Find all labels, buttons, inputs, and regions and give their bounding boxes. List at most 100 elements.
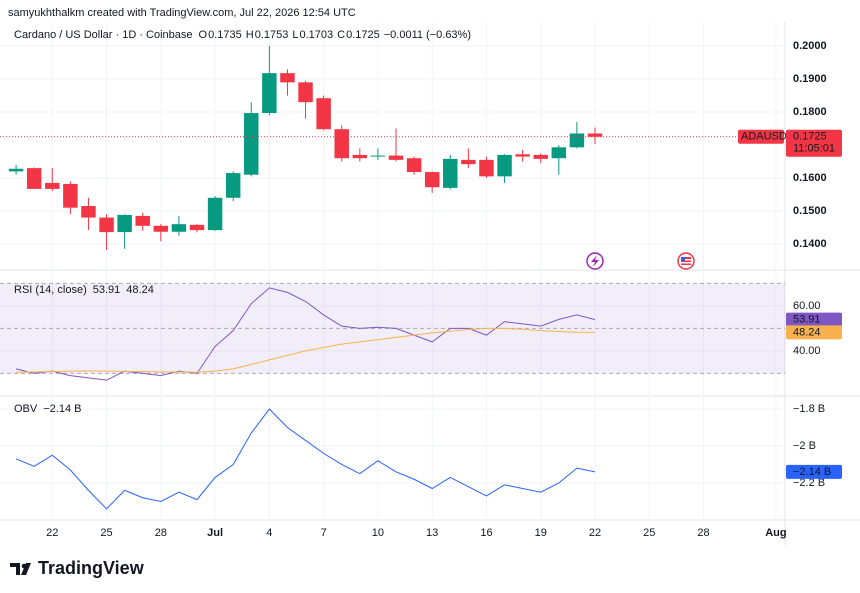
- legend-text: 0.1725: [346, 29, 380, 41]
- candle-body: [443, 158, 458, 188]
- candle-body: [45, 182, 60, 189]
- legend-text: −0.0011 (−0.63%): [384, 29, 471, 41]
- candle-body: [81, 206, 96, 218]
- pane-legend: RSI (14, close): [14, 284, 87, 296]
- x-tick-label: 25: [100, 527, 112, 539]
- y-tick-label: 0.2000: [793, 40, 827, 52]
- y-tick-label: −1.8 B: [793, 403, 825, 415]
- candle-body: [551, 147, 567, 159]
- candle-body: [298, 82, 313, 103]
- candle-body: [424, 172, 440, 188]
- value-tag: 53.91: [793, 314, 821, 326]
- candle-body: [153, 225, 169, 232]
- candle-body: [533, 154, 548, 159]
- candle-body: [461, 159, 476, 165]
- x-tick-label: 22: [46, 527, 58, 539]
- pane-legend: 53.91: [93, 284, 121, 296]
- candle-body: [244, 113, 259, 175]
- x-tick-label: Aug: [765, 527, 786, 539]
- logo-text: TradingView: [38, 558, 145, 578]
- candle-body: [515, 154, 530, 157]
- y-tick-label: 40.00: [793, 345, 821, 357]
- price-tag-symbol: ADAUSD: [741, 131, 787, 143]
- pane-legend: 48.24: [126, 284, 154, 296]
- y-tick-label: 60.00: [793, 300, 821, 312]
- pane-legend: −2.14 B: [43, 403, 81, 415]
- event-icons: [586, 252, 695, 270]
- y-tick-label: 0.1600: [793, 172, 827, 184]
- flag-stripe: [681, 262, 691, 264]
- candle-body: [26, 168, 42, 189]
- x-tick-label: 7: [321, 527, 327, 539]
- logo-dot: [21, 563, 27, 569]
- candle-body: [262, 73, 277, 114]
- plot: [0, 46, 785, 510]
- candle-body: [569, 133, 585, 148]
- x-tick-label: 22: [589, 527, 601, 539]
- legend-text: C: [337, 29, 345, 41]
- pane-legend: OBV: [14, 403, 38, 415]
- x-tick-label: 10: [372, 527, 384, 539]
- x-tick-label: 28: [155, 527, 167, 539]
- y-tick-label: 0.1500: [793, 205, 827, 217]
- y-tick-label: 0.1900: [793, 73, 827, 85]
- y-tick-label: −2.2 B: [793, 477, 825, 489]
- candle-body: [189, 224, 205, 231]
- value-tag: 48.24: [793, 326, 821, 338]
- legend-text: H: [246, 29, 254, 41]
- legend-text: 0.1703: [299, 29, 333, 41]
- attribution: samyukhthalkm created with TradingView.c…: [8, 7, 356, 19]
- x-tick-label: 4: [266, 527, 272, 539]
- candle-body: [388, 155, 404, 160]
- candle-body: [63, 183, 78, 208]
- indicator-line: [15, 408, 596, 510]
- legend-text: L: [292, 29, 298, 41]
- candle-body: [479, 159, 494, 177]
- price-tag-countdown: 11:05:01: [793, 143, 835, 155]
- candle-body: [334, 129, 349, 159]
- y-tick-label: −2 B: [793, 440, 816, 452]
- legend-text: 0.1735: [208, 29, 242, 41]
- x-tick-label: 28: [697, 527, 709, 539]
- y-tick-label: 0.1800: [793, 106, 827, 118]
- y-tick-label: 0.1400: [793, 238, 827, 250]
- legend-text: 0.1753: [255, 29, 289, 41]
- x-tick-label: 19: [535, 527, 547, 539]
- overlay: 22 25 28 Jul 4 7 10 13 16 19 22 25 28 Aug Cardano / US…: [14, 29, 842, 539]
- indicator-line: [15, 287, 596, 381]
- price-tag-value: 0.1725: [793, 131, 827, 143]
- indicator-line: [16, 327, 596, 373]
- x-tick-label: 13: [426, 527, 438, 539]
- value-tag: −2.14 B: [793, 466, 831, 478]
- candle-body: [316, 98, 331, 130]
- value-tag-bg: [786, 312, 842, 327]
- candle-body: [207, 197, 223, 231]
- candle-body: [225, 173, 241, 198]
- flag-canton: [681, 257, 685, 261]
- candle-body: [406, 158, 422, 173]
- price-tag-symbol-bg: [738, 129, 784, 144]
- legend-text: O: [199, 29, 208, 41]
- candle-body: [497, 154, 512, 177]
- price-tag-bg: [786, 129, 842, 157]
- x-tick-label: 25: [643, 527, 655, 539]
- candle-body: [171, 224, 187, 232]
- flag: [681, 257, 691, 265]
- candle-body: [8, 168, 24, 172]
- candle-body: [370, 155, 386, 157]
- logo: TradingView: [10, 558, 145, 578]
- event-icon-glyph: [591, 255, 599, 267]
- candle-body: [587, 133, 603, 137]
- value-tag-bg: [786, 464, 842, 479]
- legend-text: Cardano / US Dollar · 1D · Coinbase: [14, 29, 193, 41]
- x-tick-label: Jul: [207, 527, 223, 539]
- candle-body: [117, 214, 132, 233]
- candle-body: [99, 217, 114, 233]
- flag-stripe: [681, 259, 691, 261]
- candle-body: [135, 215, 150, 226]
- candle-body: [280, 73, 295, 83]
- candle-body: [352, 154, 368, 159]
